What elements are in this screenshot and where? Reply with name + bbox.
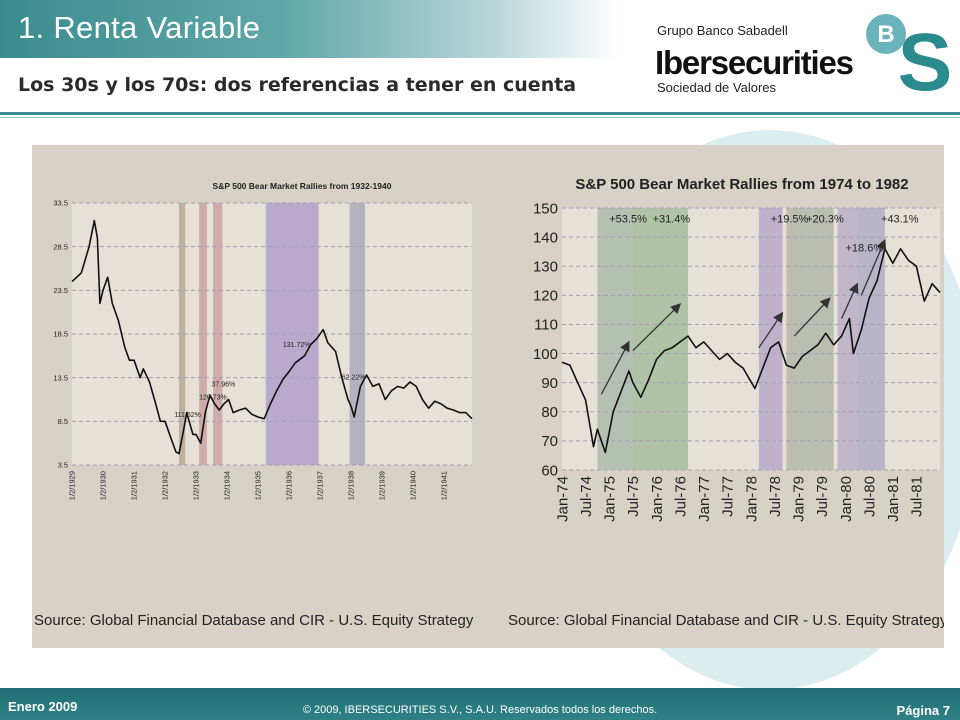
brand-tagline: Sociedad de Valores [657,80,777,95]
x-tick-label: 1/2/1940 [409,471,418,500]
rally-annotation: 62.22% [342,374,366,381]
header-band [0,0,620,58]
rally-annotation: +19.5% [771,214,809,226]
header-rule-thin [0,117,960,118]
series-line [561,248,941,454]
rally-annotation: 120.73% [199,395,227,402]
x-tick-label: 1/2/1929 [68,471,77,500]
y-tick-label: 23.5 [53,286,68,295]
x-tick-label: Jul-78 [767,476,784,517]
rally-band [349,203,366,465]
rally-band [758,208,783,470]
x-tick-label: Jul-80 [861,476,878,517]
series-line [71,219,473,455]
x-tick-label: Jan-77 [696,476,713,522]
chart-title: S&P 500 Bear Market Rallies from 1932-19… [213,181,392,191]
x-tick-label: Jul-76 [672,476,689,517]
rally-band [632,208,688,470]
x-tick-label: Jul-79 [814,476,831,517]
x-tick-label: 1/2/1941 [440,471,449,500]
logo-b-circle [866,14,906,54]
charts-svg: 33.5 28.5 23.5 18.5 13.5 8.5 3.51/2/1929 1/2/19… [34,176,948,629]
y-tick-label: 130 [533,258,558,275]
x-tick-label: Jan-79 [791,476,808,522]
x-tick-label: 1/2/1938 [347,471,356,500]
rally-band [213,203,223,465]
x-tick-label: 1/2/1932 [161,471,170,500]
x-tick-label: Jan-81 [885,476,902,522]
y-tick-label: 28.5 [53,242,68,251]
slide-subtitle: Los 30s y los 70s: dos referencias a ten… [18,74,577,96]
rally-band [597,208,633,470]
chart-panel: 33.5 28.5 23.5 18.5 13.5 8.5 3.5 1/2/1929 1/2/19… [32,145,948,648]
footer-band [0,688,960,720]
y-tick-label: 110 [534,317,558,334]
y-tick-label: 13.5 [53,373,68,382]
logo-s-letter: S [898,17,953,98]
x-tick-label: Jul-74 [578,476,595,517]
x-tick-label: Jul-75 [625,476,642,517]
y-tick-label: 3.5 [58,461,68,470]
y-tick-label: 33.5 [53,199,68,208]
bs-logo-icon: B S [866,14,953,98]
x-tick-label: 1/2/1936 [285,471,294,500]
footer-page-number: Página 7 [896,703,950,718]
y-tick-label: 90 [541,375,558,392]
logo-b-letter: B [877,21,894,48]
y-tick-label: 18.5 [53,330,68,339]
x-tick-label: Jul-81 [909,476,926,517]
x-tick-label: 1/2/1931 [130,471,139,500]
x-tick-label: Jan-80 [838,476,855,522]
x-tick-label: 1/2/1930 [99,471,108,500]
rally-annotation: 131.72% [283,342,311,349]
trend-arrow [793,297,831,337]
chart-title: S&P 500 Bear Market Rallies from 1974 to… [575,176,908,193]
x-tick-label: 1/2/1935 [254,471,263,500]
y-tick-label: 80 [541,404,558,421]
x-tick-label: Jan-76 [649,476,666,522]
brand-name: Ibersecurities [655,44,854,81]
y-tick-label: 120 [533,288,558,305]
rally-band [178,203,186,465]
x-tick-label: 1/2/1939 [378,471,387,500]
x-tick-label: 1/2/1937 [316,471,325,500]
x-tick-label: 1/2/1934 [223,471,232,500]
y-tick-label: 150 [533,200,558,217]
rally-annotation: +18.6% [846,243,884,255]
header-rule [0,112,960,115]
x-tick-label: Jan-75 [602,476,619,522]
brand-group-label: Grupo Banco Sabadell [657,23,788,38]
x-tick-label: 1/2/1933 [192,471,201,500]
x-tick-label: Jul-77 [720,476,737,517]
rally-annotation: +53.5% [609,214,647,226]
trend-arrow [860,238,887,296]
trend-arrow [600,340,630,395]
trend-arrow [840,282,859,319]
rally-annotation: +31.4% [653,214,691,226]
y-tick-label: 8.5 [58,417,68,426]
y-tick-label: 140 [533,229,558,246]
x-tick-label: Jan-78 [743,476,760,522]
y-tick-label: 60 [541,462,558,479]
chart-source: Source: Global Financial Database and CI… [508,612,944,629]
y-tick-label: 70 [541,433,558,450]
trend-arrow [758,311,784,349]
rally-annotation: 111.62% [174,412,201,419]
rally-band [786,208,834,470]
slide-title: 1. Renta Variable [18,10,261,45]
footer-copyright: © 2009, IBERSECURITIES S.V., S.A.U. Rese… [302,704,658,716]
y-tick-label: 100 [533,346,558,363]
rally-annotation: 37.96% [212,381,236,388]
rally-annotation: +20.3% [806,214,844,226]
rally-band [837,208,858,470]
rally-band [199,203,207,465]
x-tick-label: Jan-74 [554,476,571,522]
chart-source: Source: Global Financial Database and CI… [34,612,474,629]
rally-annotation: +43.1% [881,214,919,226]
footer-date: Enero 2009 [8,699,78,714]
trend-arrow [632,303,682,352]
